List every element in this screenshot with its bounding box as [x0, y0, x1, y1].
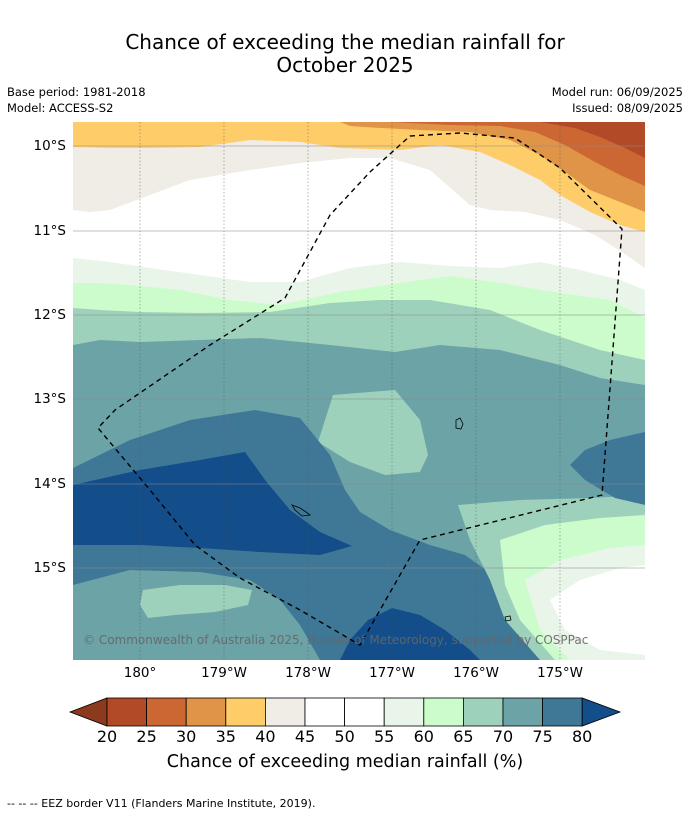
colorbar-swatch [542, 697, 583, 727]
colorbar-swatch [383, 697, 425, 727]
lat-label-11s: 11°S [33, 223, 67, 239]
graticule [139, 122, 561, 660]
meta-left: Base period: 1981-2018 Model: ACCESS-S2 [7, 84, 146, 116]
band-25-30 [390, 122, 645, 186]
colorbar-label: Chance of exceeding median rainfall (%) [166, 752, 524, 772]
lat-label-13s: 13°S [33, 391, 67, 407]
island-south [504, 615, 512, 622]
colorbar-arrow-high [581, 697, 622, 727]
lon-label-180: 180° [123, 665, 157, 681]
band-20-25 [540, 122, 645, 158]
band-80-south [340, 608, 480, 660]
lat-label-15s: 15°S [33, 560, 67, 576]
map-title-line1: Chance of exceeding the median rainfall … [125, 30, 565, 54]
colorbar-tick-label: 80 [572, 727, 593, 746]
base-period-text: Base period: 1981-2018 [7, 85, 146, 99]
colorbar-swatch [462, 697, 504, 727]
band-80-west [73, 452, 352, 555]
lon-label-179w: 179°W [201, 665, 247, 681]
lon-label-177w: 177°W [369, 665, 415, 681]
eez-border [97, 132, 623, 646]
copyright-text: © Commonwealth of Australia 2025, Bureau… [83, 633, 589, 647]
lon-label-178w: 178°W [285, 665, 331, 681]
band-75-80-east [570, 432, 645, 505]
colorbar-tick-label: 50 [334, 727, 355, 746]
colorbar-swatch [146, 697, 187, 727]
probability-field [73, 122, 645, 660]
map-title-line2: October 2025 [276, 53, 414, 77]
issued-text: Issued: 08/09/2025 [572, 101, 683, 115]
colorbar-tick-label: 40 [255, 727, 276, 746]
colorbar-swatch [225, 697, 266, 727]
lat-label-10s: 10°S [33, 138, 67, 154]
meta-right: Model run: 06/09/2025 Issued: 08/09/2025 [552, 84, 683, 116]
colorbar-tick-label: 75 [532, 727, 553, 746]
model-text: Model: ACCESS-S2 [7, 101, 114, 115]
colorbar-swatch [185, 697, 227, 727]
colorbar-tick-label: 65 [453, 727, 474, 746]
colorbar-swatch [423, 697, 464, 727]
band-35-40 [73, 122, 645, 232]
lon-label-176w: 176°W [453, 665, 499, 681]
colorbar-tick-label: 70 [492, 727, 514, 746]
band-65-70-center [318, 390, 428, 475]
lat-label-12s: 12°S [33, 307, 67, 323]
lon-label-175w: 175°W [537, 665, 583, 681]
colorbar-swatch [344, 697, 385, 727]
colorbar-tick-label: 20 [96, 727, 118, 746]
colorbar-tick-label: 30 [176, 727, 197, 746]
colorbar-tick-label: 35 [215, 727, 236, 746]
colorbar-tick-label: 25 [136, 727, 157, 746]
colorbar-tick-label: 55 [374, 727, 395, 746]
island-east [455, 417, 464, 430]
colorbar-swatch [304, 697, 345, 727]
colorbar [68, 697, 622, 727]
colorbar-tick-label: 45 [294, 727, 316, 746]
model-run-text: Model run: 06/09/2025 [551, 85, 683, 99]
band-45-55-southeast [550, 565, 645, 655]
island-west [291, 504, 312, 517]
colorbar-ticks: 20 25 30 35 40 45 50 55 60 65 70 75 80 [0, 727, 690, 749]
colorbar-swatch [502, 697, 543, 727]
map-title: Chance of exceeding the median rainfall … [0, 31, 690, 77]
colorbar-swatch [264, 697, 306, 727]
colorbar-arrow-low [68, 697, 108, 727]
lat-label-14s: 14°S [33, 476, 67, 492]
colorbar-swatch [106, 697, 147, 727]
band-70-75-southwest [73, 570, 320, 660]
colorbar-tick-label: 60 [413, 727, 434, 746]
eez-footer-note: -- -- -- EEZ border V11 (Flanders Marine… [7, 797, 316, 810]
